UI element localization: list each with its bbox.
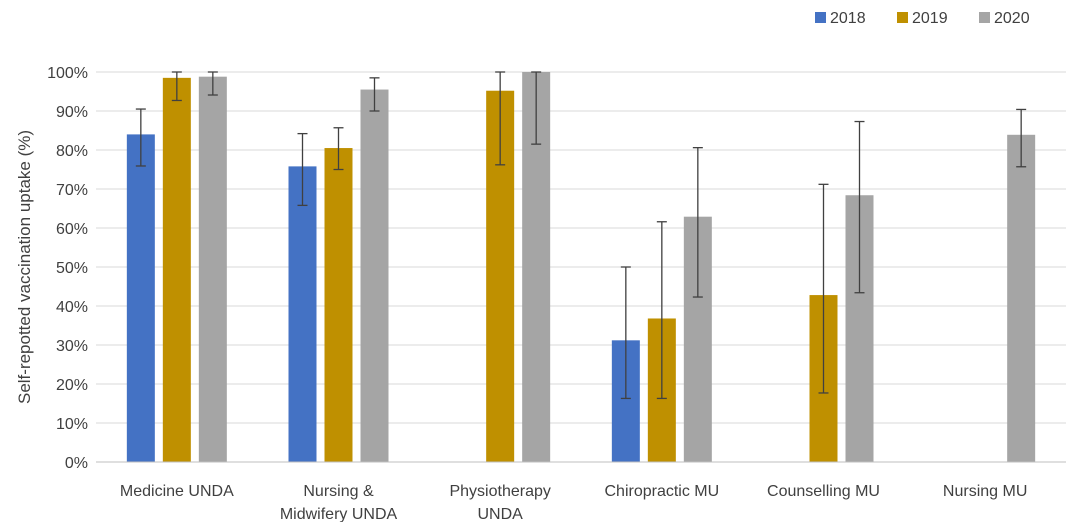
y-tick-label: 70%: [56, 182, 88, 199]
bar-2018: [288, 166, 317, 462]
legend-item-2018: 2018: [815, 10, 866, 27]
error-bar-2019: [656, 221, 667, 400]
bar-2019: [324, 148, 353, 463]
x-category-label: Counselling MU: [767, 483, 880, 500]
error-bar-2018: [135, 108, 146, 167]
bar-2020: [198, 76, 227, 463]
y-tick-label: 30%: [56, 338, 88, 355]
y-tick-label: 50%: [56, 260, 88, 277]
bar-2020: [1007, 134, 1036, 463]
legend-item-2020: 2020: [979, 10, 1030, 27]
x-category-label: Nursing & Midwifery UNDA: [280, 483, 398, 522]
error-bar-2019: [818, 183, 829, 394]
x-category-label-line: Counselling MU: [767, 483, 880, 500]
axes: 0% 10% 20% 30% 40% 50% 60% 70% 80% 90% 100% Medicin…: [47, 65, 1066, 522]
legend-label: 2019: [912, 10, 948, 27]
x-category-label: Physiotherapy UNDA: [449, 483, 550, 522]
legend-swatch: [897, 12, 908, 23]
gridlines: [96, 71, 1066, 424]
error-bar-2018: [620, 266, 631, 400]
y-axis-label: Self-repotted vaccination uptake (%): [15, 130, 34, 404]
y-tick-label: 20%: [56, 377, 88, 394]
x-category-label-line: Nursing &: [303, 483, 374, 500]
error-bar-2020: [692, 147, 703, 298]
y-tick-label: 80%: [56, 143, 88, 160]
x-category-label-line: UNDA: [477, 506, 523, 522]
y-tick-label: 90%: [56, 104, 88, 121]
legend: 2018 2019 2020: [815, 10, 1030, 27]
legend-swatch: [815, 12, 826, 23]
legend-label: 2018: [830, 10, 866, 27]
error-bar-2019: [333, 127, 344, 171]
x-category-label: Chiropractic MU: [604, 483, 719, 500]
x-category-label-line: Midwifery UNDA: [280, 506, 398, 522]
y-tick-label: 40%: [56, 299, 88, 316]
legend-item-2019: 2019: [897, 10, 948, 27]
x-category-label-line: Physiotherapy: [449, 483, 550, 500]
x-category-label-line: Chiropractic MU: [604, 483, 719, 500]
bars: [126, 72, 1036, 463]
error-bar-2020: [531, 71, 542, 145]
x-category-label-line: Nursing MU: [943, 483, 1027, 500]
error-bar-2020: [1016, 108, 1027, 168]
y-tick-label: 10%: [56, 416, 88, 433]
x-category-label-line: Medicine UNDA: [120, 483, 234, 500]
legend-swatch: [979, 12, 990, 23]
x-category-label: Medicine UNDA: [120, 483, 234, 500]
y-tick-label: 0%: [65, 455, 88, 472]
bar-2020: [360, 89, 389, 463]
x-category-label: Nursing MU: [943, 483, 1027, 500]
bar-2019: [162, 77, 191, 462]
y-tick-label: 100%: [47, 65, 88, 82]
error-bar-2020: [207, 71, 218, 96]
error-bars: [135, 71, 1027, 400]
error-bar-2019: [171, 71, 182, 102]
y-tick-label: 60%: [56, 221, 88, 238]
error-bar-2018: [297, 132, 308, 207]
error-bar-2019: [495, 71, 506, 166]
error-bar-2020: [854, 120, 865, 294]
error-bar-2020: [369, 77, 380, 112]
bar-2018: [126, 134, 155, 462]
legend-label: 2020: [994, 10, 1030, 27]
